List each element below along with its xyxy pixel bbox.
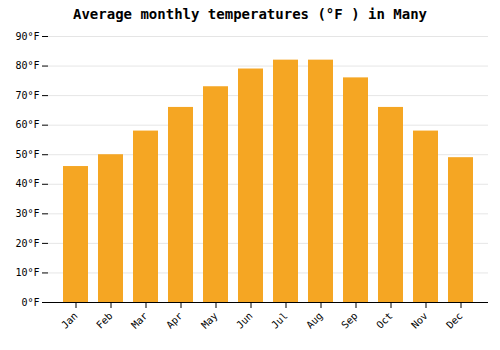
svg-text:50°F: 50°F (15, 149, 39, 160)
svg-text:Feb: Feb (94, 310, 115, 331)
svg-text:90°F: 90°F (15, 31, 39, 42)
svg-text:May: May (199, 310, 220, 331)
svg-text:40°F: 40°F (15, 178, 39, 189)
svg-text:80°F: 80°F (15, 60, 39, 71)
svg-text:Jul: Jul (269, 310, 290, 331)
svg-text:Dec: Dec (444, 310, 465, 331)
svg-text:Apr: Apr (164, 310, 185, 331)
svg-text:Mar: Mar (129, 310, 150, 331)
svg-text:10°F: 10°F (15, 267, 39, 278)
svg-text:Aug: Aug (304, 310, 325, 331)
svg-text:Jan: Jan (59, 310, 80, 331)
svg-text:Nov: Nov (409, 310, 430, 331)
svg-text:Jun: Jun (234, 310, 255, 331)
svg-text:70°F: 70°F (15, 90, 39, 101)
svg-text:60°F: 60°F (15, 119, 39, 130)
svg-text:20°F: 20°F (15, 238, 39, 249)
svg-text:30°F: 30°F (15, 208, 39, 219)
svg-text:0°F: 0°F (21, 297, 39, 308)
svg-text:Sep: Sep (339, 310, 360, 331)
svg-text:Oct: Oct (374, 310, 395, 331)
html-text:Average monthly temperatures (: Average monthly temperatures (°F ) in Ma… (73, 6, 427, 22)
